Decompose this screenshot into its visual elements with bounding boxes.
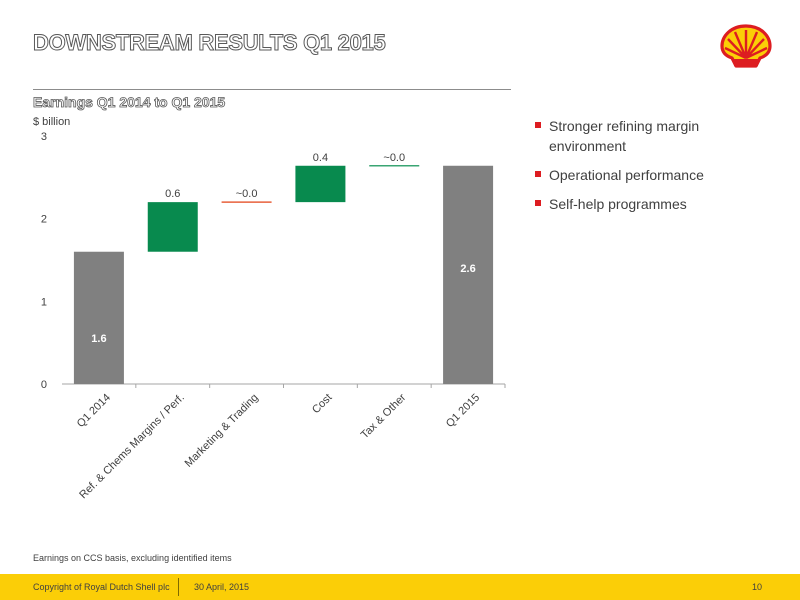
footer-divider [178, 578, 179, 596]
page-number: 10 [752, 582, 763, 592]
bullet-square-icon [535, 171, 541, 177]
data-label: 1.6 [91, 333, 106, 345]
x-category-label: Cost [310, 392, 334, 416]
footer-bar: Copyright of Royal Dutch Shell plc 30 Ap… [0, 574, 800, 600]
bullet-list: Stronger refining margin environment Ope… [535, 116, 755, 223]
waterfall-bar [443, 165, 494, 384]
footer-date: 30 April, 2015 [194, 582, 250, 592]
bullet-square-icon [535, 122, 541, 128]
data-label: ~0.0 [383, 152, 405, 164]
y-tick-label: 1 [41, 296, 47, 308]
y-axis-unit-label: $ billion [33, 116, 71, 128]
waterfall-bar [295, 165, 346, 203]
copyright-text: Copyright of Royal Dutch Shell plc [33, 582, 170, 592]
y-tick-label: 0 [41, 379, 47, 391]
data-label: 0.6 [165, 188, 180, 200]
x-category-label: Marketing & Trading [183, 392, 261, 470]
shell-pecten-logo-icon [720, 24, 772, 68]
bullet-text: Self-help programmes [549, 196, 687, 212]
title-divider [33, 89, 511, 90]
bullet-text: Operational performance [549, 167, 704, 183]
waterfall-bar [147, 202, 198, 252]
y-tick-label: 2 [41, 214, 47, 226]
bullet-item: Stronger refining margin environment [535, 116, 755, 156]
chart-title: Earnings Q1 2014 to Q1 2015 [33, 94, 226, 111]
page-title: DOWNSTREAM RESULTS Q1 2015 [32, 30, 386, 56]
x-category-label: Q1 2014 [75, 392, 113, 430]
x-category-label: Tax & Other [359, 391, 409, 441]
bullet-square-icon [535, 200, 541, 206]
y-tick-label: 3 [41, 131, 47, 143]
data-label: ~0.0 [236, 188, 258, 200]
data-label: 0.4 [313, 152, 328, 164]
data-label: 2.6 [460, 263, 475, 275]
bullet-item: Operational performance [535, 165, 755, 185]
bullet-item: Self-help programmes [535, 194, 755, 214]
bullet-text: Stronger refining margin environment [549, 118, 700, 154]
waterfall-bar [73, 251, 124, 384]
footnote: Earnings on CCS basis, excluding identif… [33, 553, 232, 563]
x-category-label: Q1 2015 [444, 392, 482, 430]
